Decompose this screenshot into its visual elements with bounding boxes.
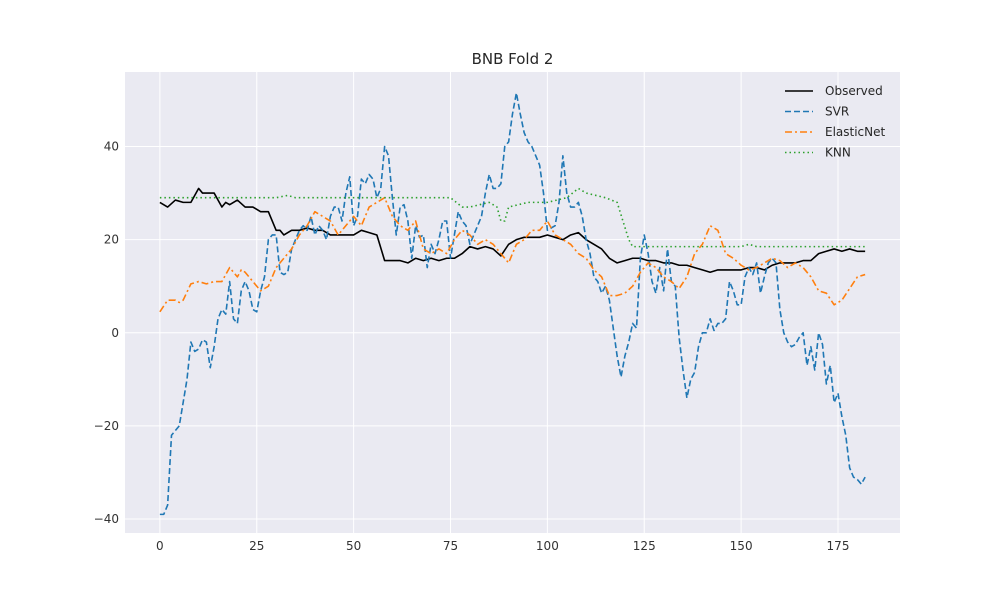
chart-title: BNB Fold 2	[472, 50, 554, 68]
y-tick-label: −40	[94, 512, 119, 526]
legend-label-knn: KNN	[825, 146, 851, 160]
legend-label-observed: Observed	[825, 84, 883, 98]
plot-area-background	[125, 72, 900, 533]
x-tick-label: 50	[346, 539, 361, 553]
series-line-observed	[159, 187, 866, 274]
x-tick-label: 150	[730, 539, 753, 553]
tick-labels: 0 25 50 75 100 125 150 175 −40 −20 0 20 40	[94, 140, 850, 553]
x-tick-label: 100	[536, 539, 559, 553]
series-lines	[159, 92, 866, 516]
x-tick-label: 125	[633, 539, 656, 553]
y-tick-label: 40	[104, 140, 119, 154]
y-tick-label: −20	[94, 419, 119, 433]
x-tick-label: 0	[156, 539, 164, 553]
series-line-elasticnet	[159, 196, 866, 313]
x-tick-label: 75	[443, 539, 458, 553]
y-tick-label: 0	[111, 326, 119, 340]
series-line-svr	[159, 92, 866, 516]
legend-label-elasticnet: ElasticNet	[825, 125, 886, 139]
x-tick-label: 25	[249, 539, 264, 553]
gridlines	[125, 72, 900, 533]
legend: Observed SVR ElasticNet KNN	[785, 84, 886, 160]
legend-label-svr: SVR	[825, 105, 849, 119]
y-tick-label: 20	[104, 233, 119, 247]
x-tick-label: 175	[827, 539, 850, 553]
